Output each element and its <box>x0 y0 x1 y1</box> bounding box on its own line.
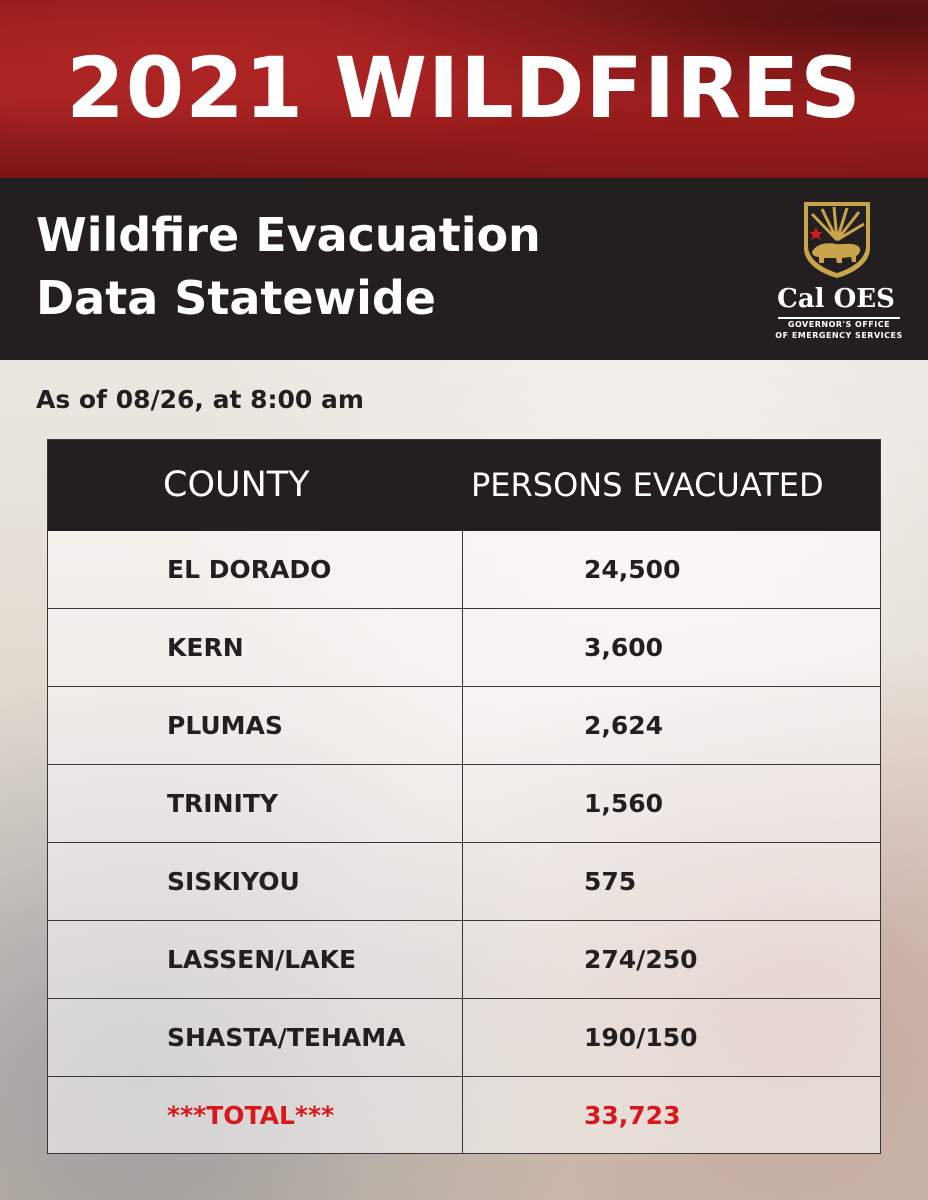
title-banner: 2021 WILDFIRES <box>0 0 928 178</box>
county-cell: TRINITY <box>167 789 278 818</box>
banner-title: 2021 WILDFIRES <box>66 39 862 137</box>
logo-name: Cal OES <box>777 284 895 314</box>
table-row: KERN 3,600 <box>47 609 881 687</box>
total-value: 33,723 <box>584 1101 681 1130</box>
logo-divider <box>778 317 900 319</box>
county-cell: SISKIYOU <box>167 867 300 896</box>
page-subtitle: Wildfire Evacuation Data Statewide <box>36 204 541 330</box>
county-cell: SHASTA/TEHAMA <box>167 1023 406 1052</box>
logo-subtitle-line-2: OF EMERGENCY SERVICES <box>775 331 903 340</box>
as-of-date: As of 08/26, at 8:00 am <box>36 385 364 414</box>
county-cell: EL DORADO <box>167 555 332 584</box>
table-row: SHASTA/TEHAMA 190/150 <box>47 999 881 1077</box>
persons-cell: 24,500 <box>584 555 681 584</box>
column-header-county: COUNTY <box>163 465 310 505</box>
total-row: ***TOTAL*** 33,723 <box>47 1077 881 1154</box>
persons-cell: 575 <box>584 867 637 896</box>
column-header-persons-evacuated: PERSONS EVACUATED <box>471 466 824 504</box>
total-label: ***TOTAL*** <box>167 1101 335 1130</box>
subtitle-line-2: Data Statewide <box>36 271 437 325</box>
table-row: LASSEN/LAKE 274/250 <box>47 921 881 999</box>
evacuation-table: COUNTY PERSONS EVACUATED EL DORADO 24,50… <box>47 439 881 1154</box>
table-row: TRINITY 1,560 <box>47 765 881 843</box>
persons-cell: 274/250 <box>584 945 698 974</box>
county-cell: PLUMAS <box>167 711 283 740</box>
county-cell: LASSEN/LAKE <box>167 945 357 974</box>
table-row: SISKIYOU 575 <box>47 843 881 921</box>
persons-cell: 1,560 <box>584 789 664 818</box>
subtitle-line-1: Wildfire Evacuation <box>36 208 541 262</box>
table-header: COUNTY PERSONS EVACUATED <box>47 439 881 531</box>
logo-subtitle-line-1: GOVERNOR'S OFFICE <box>787 320 891 329</box>
cal-oes-logo: Cal OES GOVERNOR'S OFFICE OF EMERGENCY S… <box>770 196 910 346</box>
bear-shield-icon <box>804 202 870 278</box>
subtitle-header: Wildfire Evacuation Data Statewide Cal O… <box>0 178 928 360</box>
county-cell: KERN <box>167 633 244 662</box>
persons-cell: 3,600 <box>584 633 664 662</box>
persons-cell: 190/150 <box>584 1023 698 1052</box>
column-divider <box>462 531 463 1154</box>
table-row: EL DORADO 24,500 <box>47 531 881 609</box>
table-row: PLUMAS 2,624 <box>47 687 881 765</box>
persons-cell: 2,624 <box>584 711 664 740</box>
